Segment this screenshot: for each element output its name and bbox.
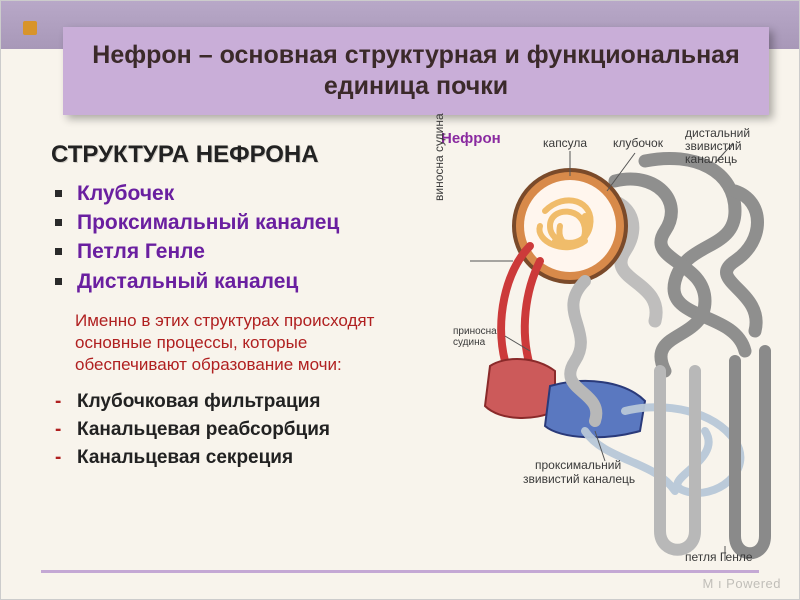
list-item: Клубочковая фильтрация	[51, 388, 411, 416]
label-proximal-1: проксимальний	[535, 459, 621, 472]
list-item: Клубочек	[51, 179, 411, 208]
footer-divider	[41, 570, 759, 573]
note-text: Именно в этих структурах происходят осно…	[75, 310, 411, 376]
label-distal: дистальний звивистий каналець	[685, 127, 785, 167]
label-capsule: капсула	[543, 137, 587, 150]
title-bar: Нефрон – основная структурная и функцион…	[63, 27, 769, 115]
slide: Нефрон – основная структурная и функцион…	[0, 0, 800, 600]
label-efferent: виносна судина	[433, 81, 446, 201]
diagram-title: Нефрон	[441, 131, 501, 148]
label-loop: петля Генле	[685, 551, 753, 564]
structure-list: Клубочек Проксимальный каналец Петля Ген…	[51, 179, 411, 297]
label-afferent: приносна судина	[453, 326, 523, 348]
section-heading: СТРУКТУРА НЕФРОНА	[51, 141, 411, 169]
accent-square-icon	[23, 21, 37, 35]
list-item: Канальцевая реабсорбция	[51, 416, 411, 444]
nephron-diagram: Нефрон капсула клубочок дистальний звиви…	[435, 131, 785, 571]
slide-title: Нефрон – основная структурная и функцион…	[83, 40, 749, 103]
label-proximal-2: звивистий каналець	[523, 473, 635, 486]
watermark: M ı Powered	[703, 576, 781, 591]
list-item: Дистальный каналец	[51, 267, 411, 296]
label-glomerulus: клубочок	[613, 137, 663, 150]
nephron-svg	[435, 131, 785, 571]
list-item: Проксимальный каналец	[51, 208, 411, 237]
list-item: Петля Генле	[51, 237, 411, 266]
list-item: Канальцевая секреция	[51, 444, 411, 472]
content-column: СТРУКТУРА НЕФРОНА Клубочек Проксимальный…	[51, 141, 411, 471]
processes-list: Клубочковая фильтрация Канальцевая реабс…	[51, 388, 411, 471]
